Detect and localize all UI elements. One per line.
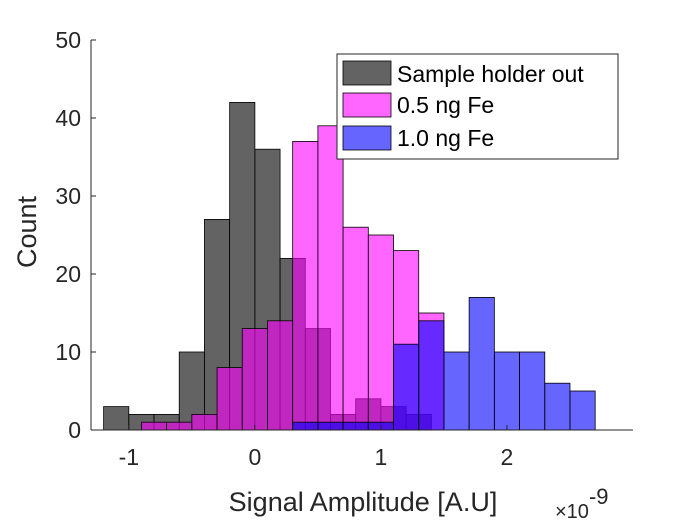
x-tick-label: -1 [119, 444, 139, 470]
exponent-base: ×10 [555, 501, 589, 523]
bar-0-5-ng-fe-5 [267, 320, 294, 431]
bar-0-5-ng-fe-7 [317, 125, 344, 431]
bar-1-0-ng-fe-7 [468, 296, 495, 431]
x-tick-label: 2 [501, 444, 514, 470]
x-tick-label: 1 [375, 444, 388, 470]
legend-label-1-0-ng-fe: 1.0 ng Fe [397, 125, 494, 151]
bar-0-5-ng-fe-0 [141, 421, 168, 431]
axes [90, 40, 633, 431]
bar-1-0-ng-fe-2 [342, 421, 369, 431]
bar-1-0-ng-fe-5 [418, 320, 445, 431]
bar-0-5-ng-fe-2 [191, 413, 218, 431]
bar-1-0-ng-fe-4 [393, 343, 420, 431]
bar-1-0-ng-fe-10 [544, 382, 571, 431]
bar-1-0-ng-fe-0 [292, 421, 319, 431]
bar-1-0-ng-fe-6 [443, 351, 470, 431]
y-tick-label: 20 [55, 261, 81, 287]
bar-0-5-ng-fe-3 [216, 367, 243, 431]
y-tick-label: 40 [55, 105, 81, 131]
bar-0-5-ng-fe-1 [166, 421, 193, 431]
bar-0-5-ng-fe-8 [342, 226, 369, 431]
x-ticks: -1 0 1 2 [119, 425, 514, 470]
y-tick-label: 10 [55, 339, 81, 365]
bar-1-0-ng-fe-9 [519, 351, 546, 431]
bar-1-0-ng-fe-11 [569, 390, 596, 431]
legend-label-0-5-ng-fe: 0.5 ng Fe [397, 92, 494, 118]
legend-swatch-0-5-ng-fe [342, 92, 392, 118]
legend-swatch-1-0-ng-fe [342, 125, 392, 151]
x-axis-exponent: ×10-9 [555, 484, 609, 523]
bar-0-5-ng-fe-9 [367, 234, 394, 431]
legend-swatch-sample-holder-out [342, 60, 392, 86]
y-tick-label: 0 [68, 417, 81, 443]
bar-1-0-ng-fe-8 [493, 351, 520, 431]
legend: Sample holder out 0.5 ng Fe 1.0 ng Fe [336, 53, 619, 160]
bar-sample-holder-out-0 [103, 406, 130, 431]
y-tick-label: 50 [55, 27, 81, 53]
exponent-power: -9 [589, 484, 609, 509]
bar-0-5-ng-fe-6 [292, 140, 319, 431]
bar-1-0-ng-fe-1 [317, 421, 344, 431]
bar-0-5-ng-fe-4 [241, 328, 268, 431]
legend-entry-sample-holder-out: Sample holder out [342, 60, 584, 87]
y-axis-label: Count [12, 195, 42, 268]
y-ticks: 0 10 20 30 40 50 [55, 27, 96, 443]
x-axis-label: Signal Amplitude [A.U] [229, 487, 498, 517]
legend-entry-0-5-ng-fe: 0.5 ng Fe [342, 92, 494, 118]
x-tick-label: 0 [248, 444, 261, 470]
legend-label-sample-holder-out: Sample holder out [397, 61, 584, 87]
legend-entry-1-0-ng-fe: 1.0 ng Fe [342, 125, 494, 151]
y-tick-label: 30 [55, 183, 81, 209]
